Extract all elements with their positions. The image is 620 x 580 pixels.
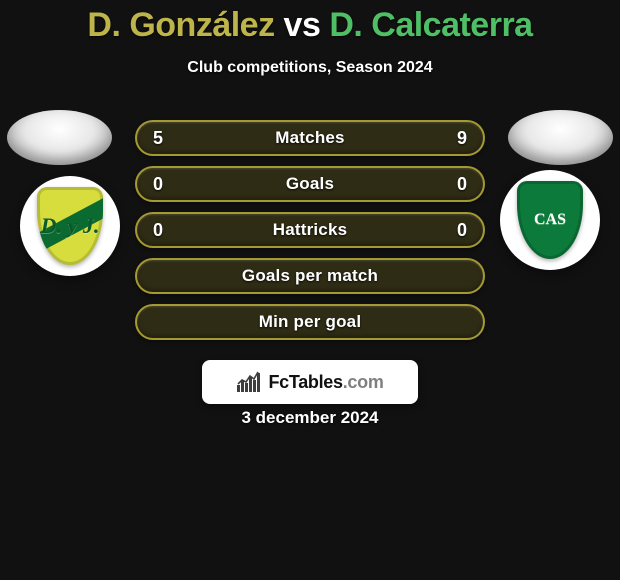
stat-label: Goals [286,174,334,194]
shield-right: CAS [517,181,583,259]
stat-value-left: 0 [153,168,163,200]
subtitle: Club competitions, Season 2024 [0,59,620,77]
player-avatar-left [7,110,112,165]
stat-value-left: 0 [153,214,163,246]
stat-label: Matches [275,128,344,148]
stat-row: 0 Hattricks 0 [135,212,485,248]
club-crest-right: CAS [500,170,600,270]
stat-row: 5 Matches 9 [135,120,485,156]
stat-label: Goals per match [242,266,378,286]
date-label: 3 december 2024 [0,408,620,428]
stat-row: 0 Goals 0 [135,166,485,202]
stat-row: Min per goal [135,304,485,340]
stat-label: Min per goal [259,312,362,332]
shield-right-text: CAS [534,211,566,229]
shield-left: D. y J. [37,187,103,265]
title-vs: vs [284,6,330,44]
stat-value-right: 9 [457,122,467,154]
stat-value-right: 0 [457,214,467,246]
shield-left-text: D. y J. [41,213,100,239]
brand-text: FcTables.com [268,372,383,393]
title-right: D. Calcaterra [329,6,532,44]
stats-panel: 5 Matches 9 0 Goals 0 0 Hattricks 0 Goals per mat… [135,120,485,350]
stat-label: Hattricks [273,220,348,240]
stat-value-right: 0 [457,168,467,200]
player-avatar-right [508,110,613,165]
club-crest-left: D. y J. [20,176,120,276]
stat-value-left: 5 [153,122,163,154]
stat-row: Goals per match [135,258,485,294]
brand-bars-icon [236,371,264,393]
brand-badge: FcTables.com [202,360,418,404]
page-title: D. González vs D. Calcaterra [0,0,620,45]
title-left: D. González [87,6,274,44]
